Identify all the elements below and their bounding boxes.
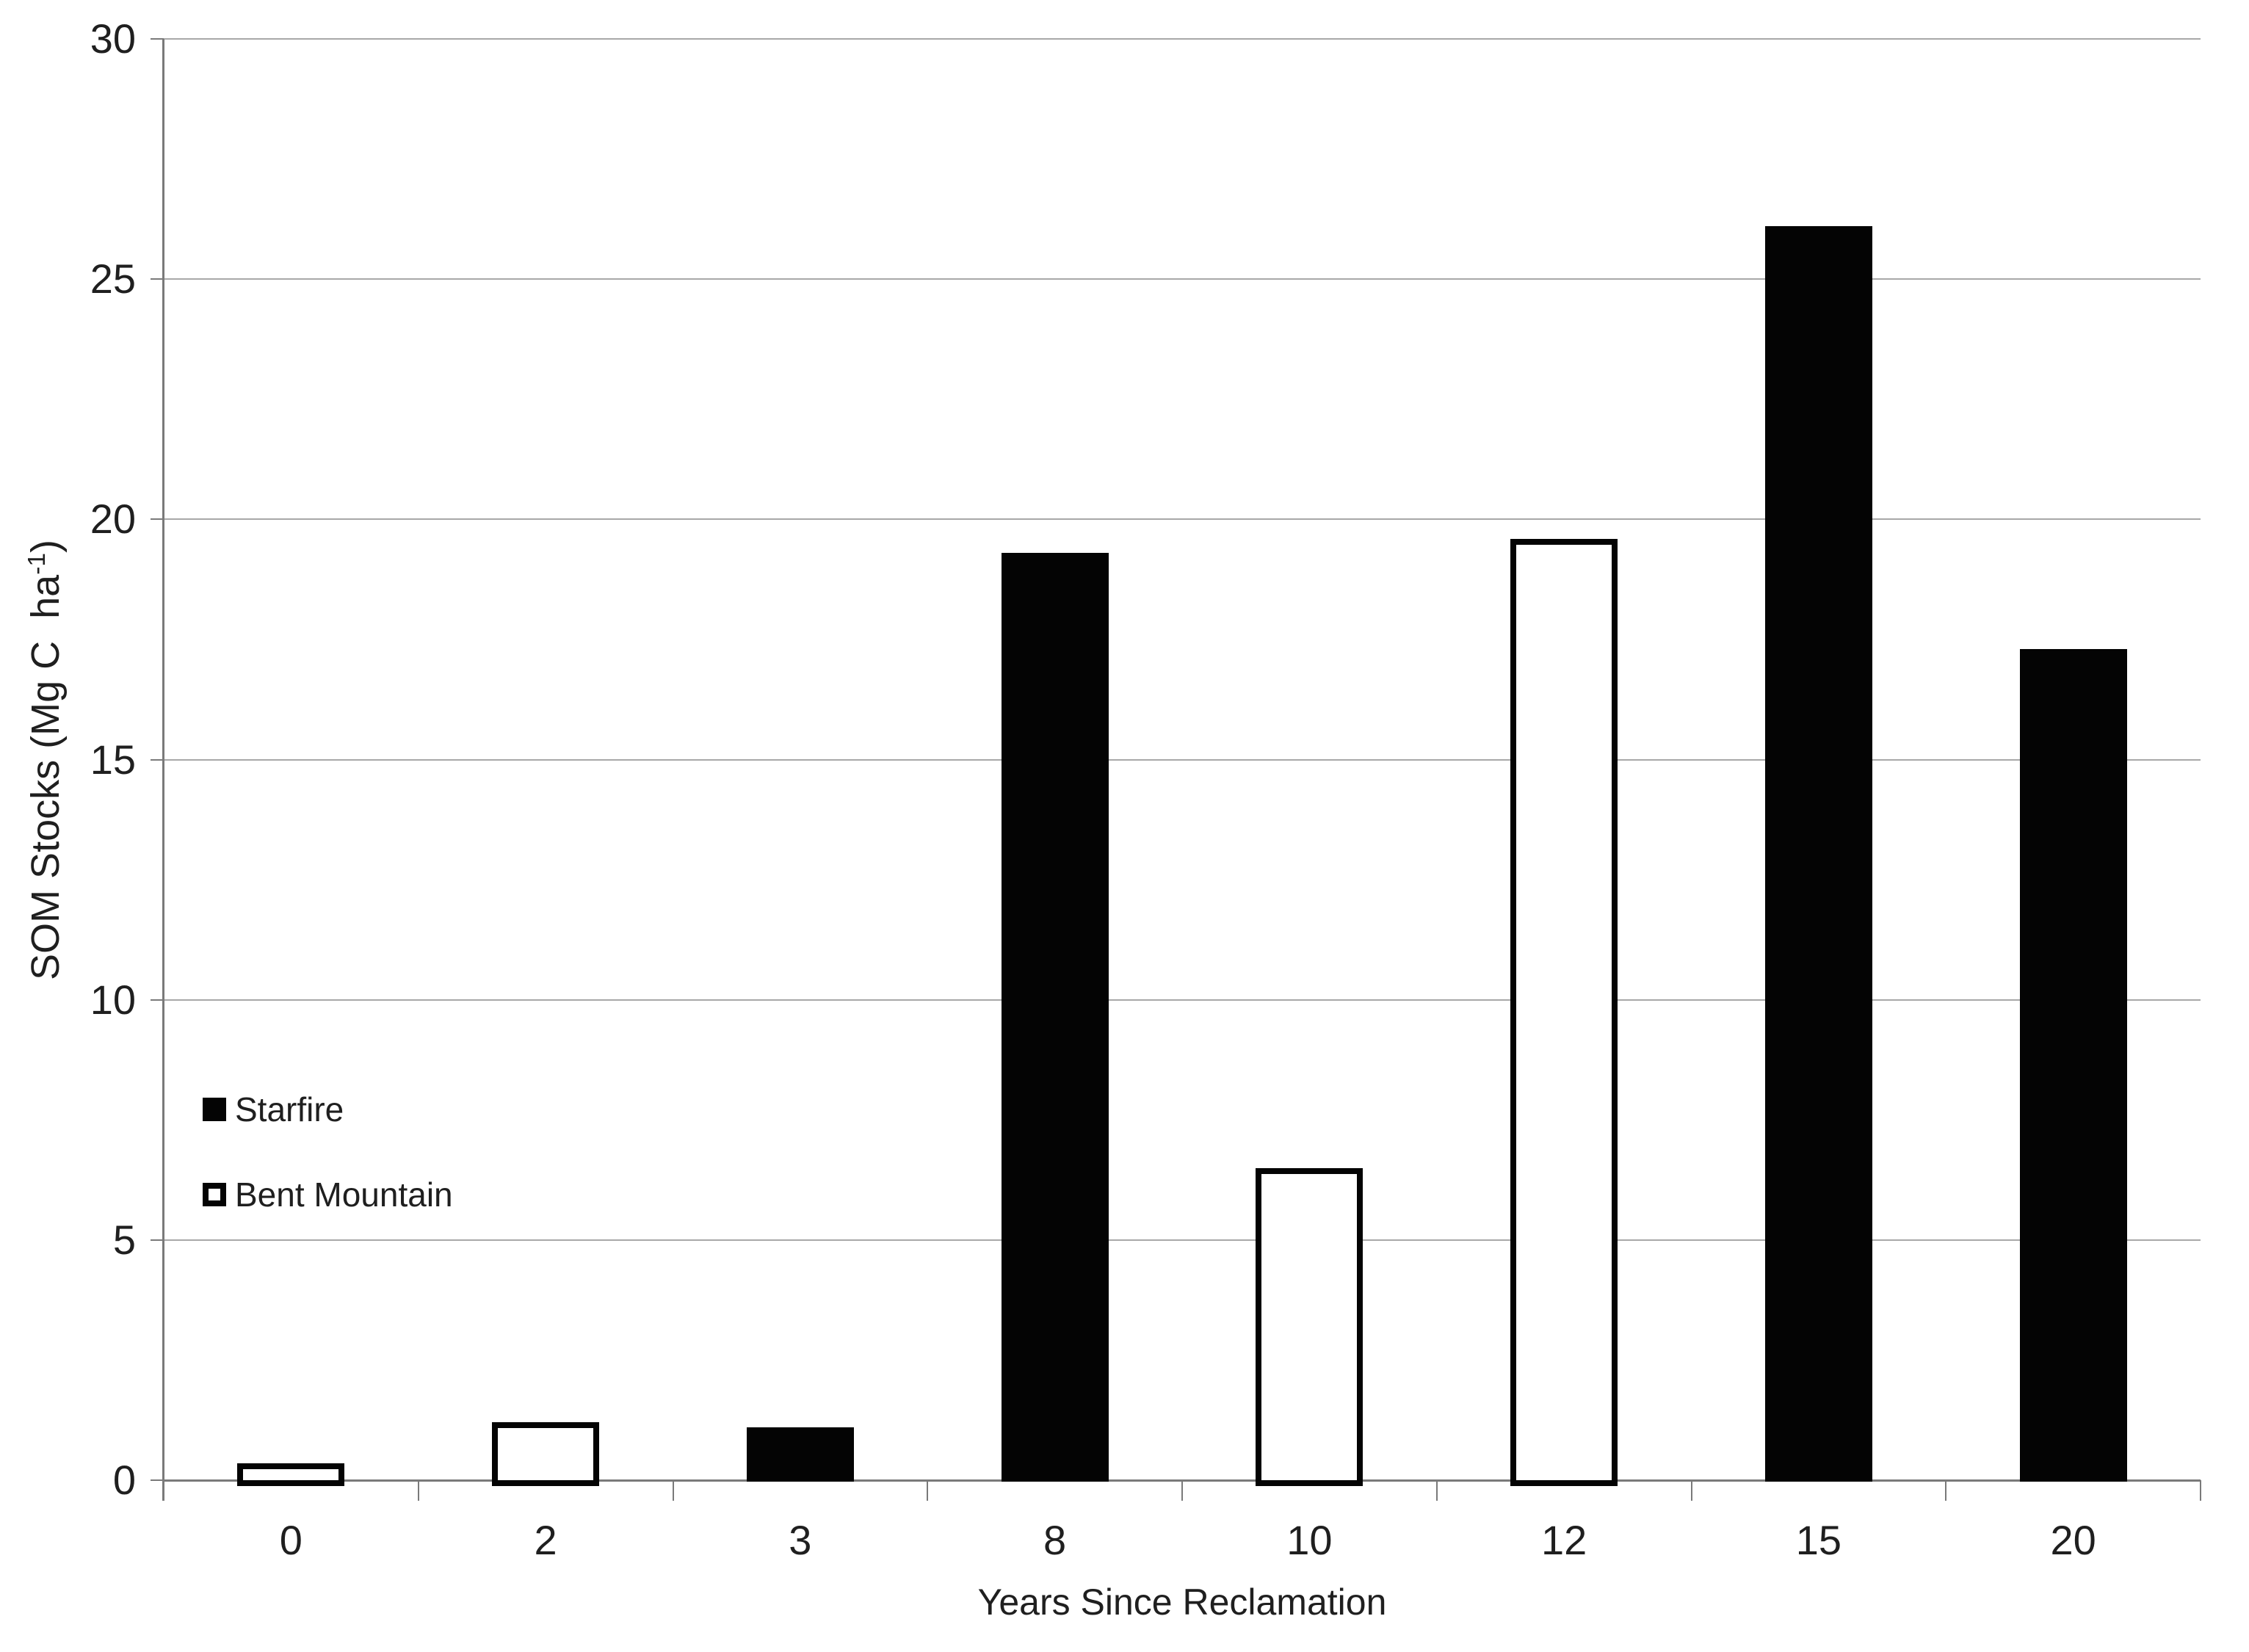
y-tick-mark <box>151 38 164 40</box>
x-tick-mark <box>927 1480 929 1501</box>
y-tick-mark <box>151 278 164 280</box>
bar-10 <box>1256 1167 1363 1486</box>
x-tick-label: 2 <box>534 1517 557 1563</box>
bar-0 <box>237 1463 345 1486</box>
y-tick-label: 20 <box>90 496 136 543</box>
gridline <box>164 999 2201 1001</box>
legend-label-bent-mountain: Bent Mountain <box>235 1175 453 1214</box>
y-tick-mark <box>151 758 164 761</box>
legend-item-bent-mountain: Bent Mountain <box>203 1178 453 1211</box>
x-tick-label: 12 <box>1540 1517 1587 1563</box>
x-tick-label: 3 <box>789 1517 812 1563</box>
x-tick-mark <box>417 1480 419 1501</box>
bar-3 <box>746 1427 854 1482</box>
gridline <box>164 1239 2201 1241</box>
y-tick-label: 30 <box>90 15 136 62</box>
y-tick-label: 15 <box>90 736 136 783</box>
x-axis-title: Years Since Reclamation <box>977 1582 1387 1623</box>
bar-2 <box>492 1422 600 1486</box>
bar-15 <box>1764 226 1872 1482</box>
x-tick-label: 0 <box>279 1517 303 1563</box>
legend: Starfire Bent Mountain <box>203 1093 453 1211</box>
gridline <box>164 278 2201 280</box>
y-tick-label: 25 <box>90 256 136 302</box>
bar-12 <box>1510 538 1618 1486</box>
legend-swatch-starfire-icon <box>203 1098 226 1121</box>
gridline <box>164 518 2201 521</box>
legend-label-starfire: Starfire <box>235 1090 344 1128</box>
bar-8 <box>1001 553 1109 1482</box>
y-axis-title-superscript: -1 <box>23 553 51 575</box>
x-tick-label: 15 <box>1795 1517 1842 1563</box>
gridline <box>164 38 2201 40</box>
bar-20 <box>2019 649 2127 1482</box>
x-tick-mark <box>1435 1480 1438 1501</box>
x-tick-mark <box>163 1480 164 1501</box>
y-tick-label: 5 <box>112 1216 136 1263</box>
x-tick-mark <box>672 1480 674 1501</box>
x-tick-label: 10 <box>1286 1517 1333 1563</box>
y-tick-label: 10 <box>90 976 136 1023</box>
y-tick-mark <box>151 1239 164 1241</box>
gridline <box>164 758 2201 761</box>
x-tick-mark <box>1181 1480 1183 1501</box>
x-tick-mark <box>2200 1480 2201 1501</box>
y-tick-label: 0 <box>112 1457 136 1503</box>
legend-item-starfire: Starfire <box>203 1093 453 1126</box>
legend-swatch-bent-mountain-icon <box>203 1183 226 1206</box>
x-tick-mark <box>1690 1480 1692 1501</box>
x-tick-label: 20 <box>2050 1517 2096 1563</box>
y-tick-mark <box>151 999 164 1001</box>
y-axis-line <box>162 39 164 1501</box>
y-tick-mark <box>151 1479 164 1481</box>
x-tick-mark <box>1945 1480 1947 1501</box>
x-tick-label: 8 <box>1043 1517 1067 1563</box>
y-tick-mark <box>151 518 164 521</box>
